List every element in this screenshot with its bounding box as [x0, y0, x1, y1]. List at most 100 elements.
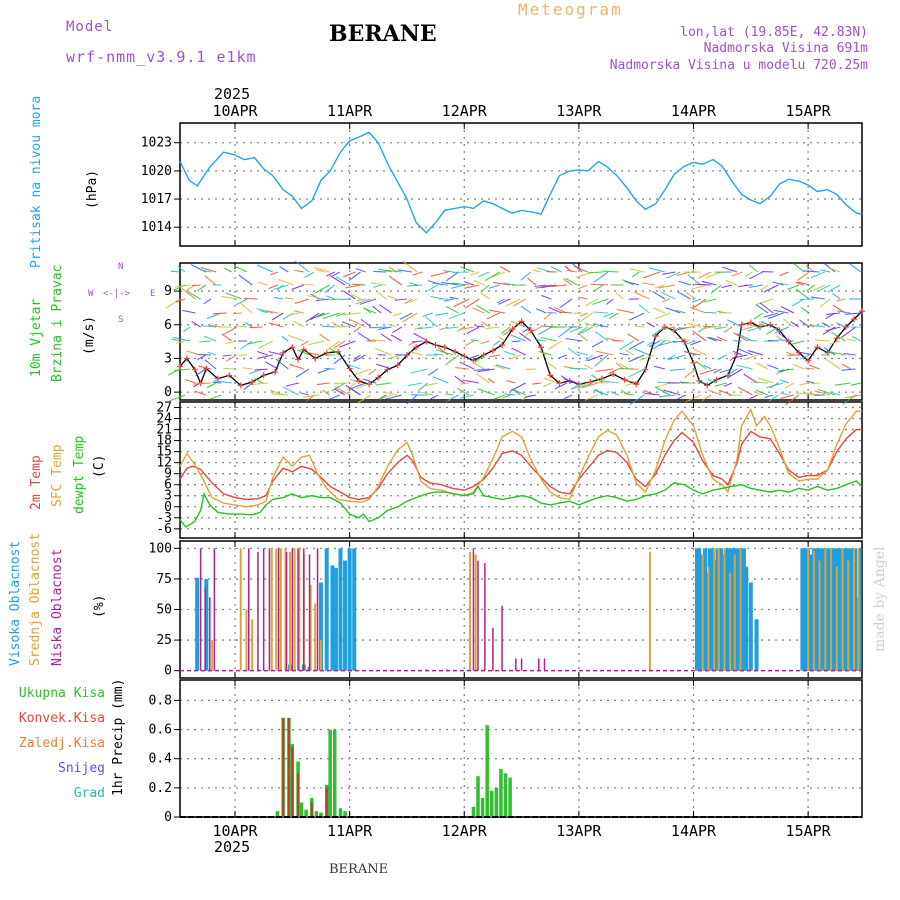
wind-direction-arrow [332, 271, 341, 277]
wind-direction-arrow [830, 391, 841, 396]
bar [245, 609, 248, 671]
wind-direction-arrow [737, 386, 753, 396]
bar [310, 802, 313, 817]
wind-direction-arrow [268, 351, 284, 356]
wind-direction-arrow [355, 382, 372, 390]
wind-direction-arrow [314, 266, 330, 273]
wind-speed-marker [538, 344, 545, 351]
wind-direction-arrow [467, 354, 480, 360]
wind-speed-marker [183, 355, 190, 362]
wind-direction-arrow [410, 368, 428, 374]
bar [697, 548, 702, 671]
wind-direction-arrow [803, 270, 820, 273]
wind-direction-arrow [377, 326, 392, 331]
wind-direction-arrow [445, 393, 454, 396]
bar [713, 560, 718, 671]
wind-direction-arrow [430, 271, 449, 277]
wind-direction-arrow [472, 361, 485, 370]
wind-direction-arrow [226, 354, 238, 362]
wind-direction-arrow [350, 293, 361, 300]
wind-direction-arrow [643, 392, 660, 396]
wind-direction-arrow [185, 379, 196, 384]
wind-direction-arrow [688, 322, 702, 328]
wind-direction-arrow [666, 271, 681, 279]
wind-direction-arrow [481, 321, 490, 328]
wind-direction-arrow [843, 352, 856, 356]
wind-direction-arrow [417, 382, 428, 392]
wind-direction-arrow [659, 394, 676, 398]
bar [318, 582, 323, 671]
wind-direction-arrow [634, 291, 650, 300]
bar [501, 605, 503, 671]
wind-direction-arrow [787, 284, 800, 290]
wind-direction-arrow [740, 321, 758, 328]
wind-direction-arrow [300, 283, 315, 286]
y-tick-label: 0.4 [149, 752, 173, 767]
bar [211, 640, 214, 671]
wind-direction-arrow [334, 382, 351, 385]
wind-direction-arrow [335, 386, 351, 396]
wind-direction-arrow [721, 284, 733, 289]
wind-direction-arrow [466, 326, 480, 334]
wind-direction-arrow [350, 378, 361, 384]
bar [474, 554, 477, 671]
x-tick-label-top: 13APR [556, 102, 602, 120]
wind-direction-arrow [695, 360, 707, 370]
wind-compass: N W E S <-|-> [88, 262, 158, 325]
wind-direction-arrow [627, 333, 640, 342]
y-tick-label: 0 [164, 664, 172, 679]
bar [705, 572, 710, 671]
y-tick-label: 24 [156, 412, 172, 427]
wind-direction-arrow [329, 394, 341, 400]
wind-direction-arrow [685, 394, 702, 403]
bar [257, 552, 259, 671]
wind-direction-arrow [331, 382, 346, 392]
wind-direction-arrow [498, 298, 511, 305]
wind-speed-marker [850, 316, 857, 323]
wind-direction-arrow [474, 354, 485, 363]
wind-direction-arrow [459, 326, 475, 331]
wind-direction-arrow [776, 368, 784, 375]
wind-direction-arrow [624, 379, 640, 384]
bar [298, 548, 301, 671]
wind-direction-arrow [778, 332, 789, 342]
bar [694, 548, 699, 671]
wind-direction-arrow [493, 281, 511, 286]
bar [352, 548, 357, 671]
wind-direction-arrow [454, 366, 469, 370]
wind-direction-arrow [362, 378, 377, 384]
wind-direction-arrow [249, 326, 263, 329]
wind-direction-arrow [305, 312, 320, 323]
wind-direction-arrow [759, 302, 774, 314]
wind-speed-marker [191, 366, 198, 373]
wind-speed-marker [432, 341, 439, 348]
bar [833, 548, 838, 671]
bar [490, 790, 494, 817]
wind-direction-arrow [653, 307, 666, 314]
wind-direction-arrow [699, 368, 717, 375]
wind-direction-arrow [165, 298, 181, 309]
wind-direction-arrow [279, 266, 289, 273]
wind-direction-arrow [661, 326, 676, 331]
wind-direction-arrow [698, 271, 712, 279]
wind-direction-arrow [222, 354, 232, 357]
wind-direction-arrow [766, 382, 784, 389]
wind-direction-arrow [445, 306, 459, 314]
wind-direction-arrow [464, 298, 480, 309]
wind-direction-arrow [658, 340, 676, 347]
wind-direction-arrow [588, 271, 603, 274]
bar [515, 658, 517, 671]
wind-direction-arrow [374, 347, 392, 356]
y-tick-label: 0.6 [149, 723, 172, 738]
wind-direction-arrow [352, 283, 366, 286]
wind-direction-arrow [472, 307, 485, 314]
wind-direction-arrow [777, 339, 794, 342]
wind-direction-arrow [594, 354, 609, 367]
wind-direction-arrow [745, 271, 753, 277]
bar [543, 658, 546, 671]
station-title: BERANE [329, 21, 437, 47]
wind-direction-arrow [348, 271, 361, 282]
wind-direction-arrow [538, 350, 552, 356]
wind-direction-arrow [557, 326, 573, 338]
bar [291, 747, 294, 817]
